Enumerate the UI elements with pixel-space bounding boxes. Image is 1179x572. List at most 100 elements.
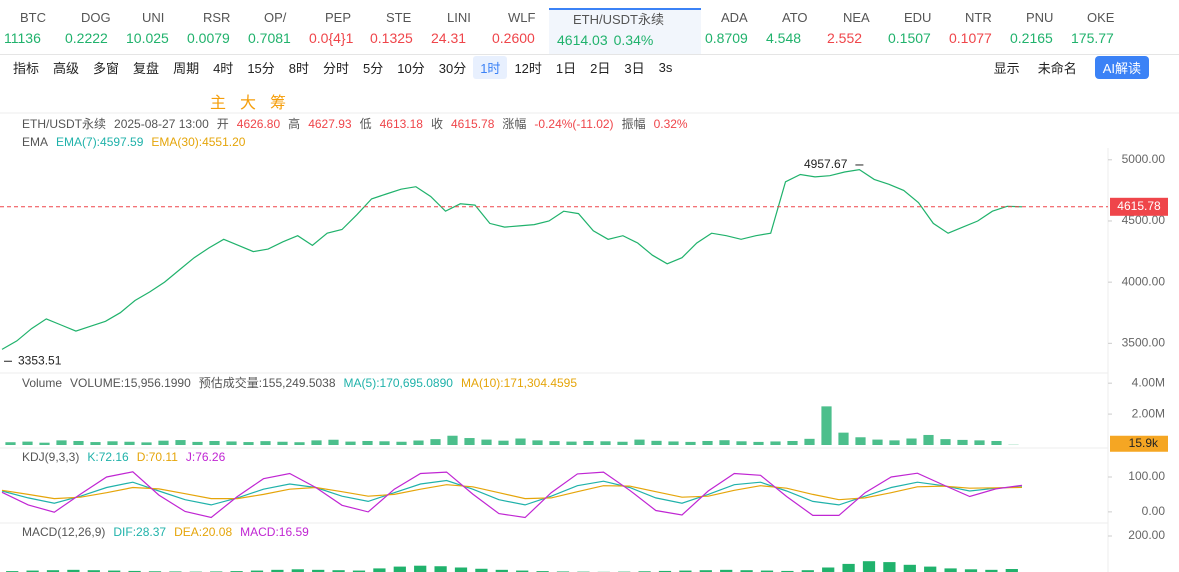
ticker-tab[interactable]: ETH/USDT永续 4614.03 0.34% (549, 8, 701, 54)
drawing-tool[interactable]: 大 (240, 95, 257, 112)
bar (903, 564, 916, 572)
ticker-symbol: ADA (721, 10, 748, 25)
legend-text: 涨幅 (502, 116, 526, 131)
toolbar-item[interactable]: 高级 (53, 60, 80, 76)
toolbar-item[interactable]: 复盘 (133, 60, 160, 76)
bar (141, 442, 152, 445)
bar (924, 566, 937, 572)
ticker-price: 0.1077 (949, 30, 992, 46)
ticker-tab[interactable]: ATO 4.548 (762, 8, 823, 54)
toolbar-item[interactable]: 5分 (363, 60, 384, 76)
drawing-tool[interactable]: 筹 (270, 95, 287, 112)
legend-text: DIF:28.37 (113, 525, 166, 539)
ticker-symbol: NEA (843, 10, 870, 25)
bar (991, 440, 1002, 445)
ticker-tab[interactable]: STE 0.1325 (366, 8, 427, 54)
legend-text: 开 (217, 117, 229, 131)
toolbar-item[interactable]: 30分 (438, 60, 467, 76)
bar (889, 440, 900, 445)
ticker-symbol: OP/ (264, 10, 287, 25)
ticker-tab[interactable]: OKE 175.77 (1067, 8, 1128, 54)
annotation: 4957.67 (804, 157, 848, 171)
ticker-symbol: EDU (904, 10, 932, 25)
ticker-tab[interactable]: ADA 0.8709 (701, 8, 762, 54)
ticker-tab[interactable]: LINI 24.31 (427, 8, 488, 54)
toolbar-item[interactable]: 1日 (555, 60, 577, 76)
bar (209, 440, 220, 445)
bar (414, 565, 427, 572)
ticker-tab[interactable]: PNU 0.2165 (1006, 8, 1067, 54)
toolbar-item[interactable]: 15分 (247, 60, 275, 76)
bar (393, 566, 406, 572)
bar (379, 441, 390, 445)
line (1, 168, 1023, 350)
bar (787, 440, 798, 445)
bar (311, 440, 322, 445)
line (1, 479, 1023, 506)
ticker-symbol: ATO (782, 10, 808, 25)
ticker-price: 24.31 (431, 30, 467, 46)
ticker-price: 4614.03 (557, 32, 608, 48)
toolbar-item[interactable]: AI解读 (1094, 56, 1149, 79)
toolbar-item[interactable]: 4时 (213, 60, 234, 76)
legend-text: 4613.18 (380, 117, 424, 131)
legend-text: 高 (288, 116, 300, 131)
bar (396, 441, 407, 445)
toolbar-item[interactable]: 2日 (590, 60, 611, 76)
bar (260, 441, 271, 445)
ticker-tab[interactable]: OP/0.7081 (244, 8, 305, 54)
toolbar-item[interactable]: 指标 (13, 60, 40, 76)
toolbar-item[interactable]: 周期 (173, 60, 200, 76)
ticker-tab[interactable]: EDU 0.1507 (884, 8, 945, 54)
toolbar-item[interactable]: 12时 (514, 60, 542, 76)
toolbar-item[interactable]: 8时 (288, 60, 310, 76)
last-value-box (1110, 435, 1168, 452)
toolbar-item[interactable]: 分时 (323, 60, 350, 76)
ticker-symbol: PNU (1026, 10, 1054, 25)
ticker-symbol: OKE (1087, 10, 1115, 25)
toolbar-item[interactable]: 3日 (624, 60, 645, 76)
legend-text: 4627.93 (308, 117, 352, 131)
ticker-tab[interactable]: RSR 0.0079 (183, 8, 244, 54)
bar (842, 563, 855, 572)
ticker-tab[interactable]: UNI 10.025 (122, 8, 183, 54)
toolbar-item[interactable]: 1时 (473, 55, 508, 79)
bar (56, 440, 67, 445)
legend-text: MA(10):171,304.4595 (461, 376, 577, 390)
legend-text: EMA(30):4551.20 (151, 135, 245, 149)
ticker-tab[interactable]: NEA 2.552 (823, 8, 884, 54)
bar (277, 441, 288, 445)
toolbar-item[interactable]: 未命名 (1037, 61, 1077, 76)
ticker-price: 0.0{4}1 (309, 30, 354, 46)
legend-text: 振幅 (622, 116, 646, 131)
ticker-tab[interactable]: NTR 0.1077 (945, 8, 1006, 54)
bar (464, 438, 475, 445)
ticker-tab[interactable]: BTC 11136 (0, 8, 61, 54)
bar (158, 440, 169, 445)
bar (719, 440, 730, 445)
ticker-tab[interactable]: DOG 0.2222 (61, 8, 122, 54)
bar (124, 441, 135, 445)
ticker-price: 0.8709 (705, 30, 748, 46)
bar (434, 566, 447, 572)
bar (226, 441, 237, 445)
bar (345, 441, 356, 445)
toolbar-item[interactable]: 显示 (993, 61, 1020, 76)
toolbar-item[interactable]: 多窗 (93, 60, 120, 76)
ticker-tab[interactable]: PEP 0.0{4}1 (305, 8, 366, 54)
toolbar: 指标 高级 多窗 复盘 周期 4时 15分 8时 分时 5分 10分 30分 1时 12时 1日 2日 3日 3s (6, 55, 679, 79)
ticker-tab[interactable]: WLF 0.2600 (488, 8, 549, 54)
legend-text: Volume (22, 376, 62, 390)
ticker-change: 0.34% (613, 32, 654, 48)
drawing-tool[interactable]: 主 (210, 95, 227, 112)
annotation: 3353.51 (18, 353, 62, 367)
bar (974, 440, 985, 445)
bar (5, 442, 16, 445)
toolbar-item[interactable]: 3s (658, 59, 673, 75)
bar (923, 434, 934, 445)
ticker-symbol: DOG (81, 10, 111, 25)
toolbar-item[interactable]: 10分 (397, 60, 425, 76)
ticker-symbol: NTR (965, 10, 992, 25)
